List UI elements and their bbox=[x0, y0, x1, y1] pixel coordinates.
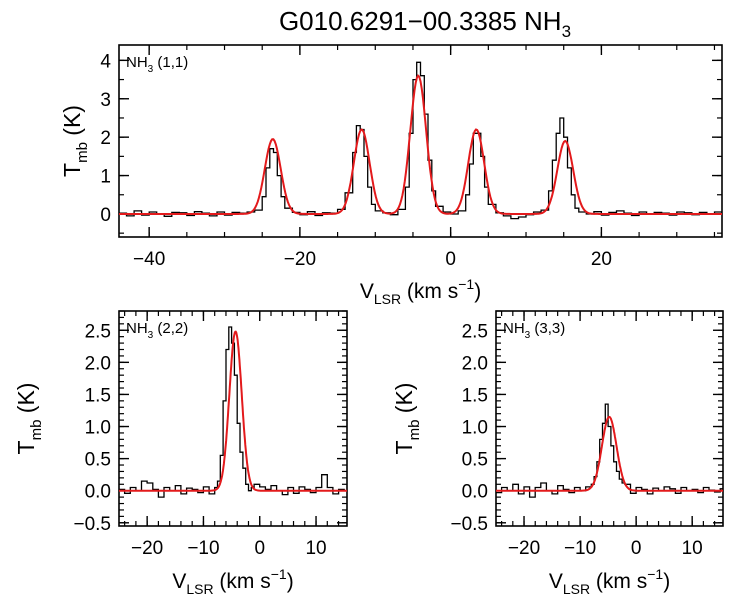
figure-title-sub: 3 bbox=[562, 22, 571, 41]
y-tick-label: 2.5 bbox=[462, 321, 488, 342]
x-axis-label: VLSR (km s−1) bbox=[549, 566, 670, 597]
y-tick-label: 1.0 bbox=[85, 418, 111, 439]
x-tick-label: 0 bbox=[631, 538, 642, 559]
y-tick-label: 2.5 bbox=[85, 321, 111, 342]
y-tick-label: 1.0 bbox=[462, 418, 488, 439]
gaussian-fit-curve bbox=[119, 74, 722, 215]
x-tick-label: −20 bbox=[131, 538, 163, 559]
y-tick-label: −0.5 bbox=[450, 514, 488, 535]
y-tick-label: 0.0 bbox=[462, 482, 488, 503]
panel-nh3-1-1: −40 −20 0 20 0 1 2 3 4 NH3 (1,1) Tmb (K) VLSR (km s… bbox=[59, 44, 723, 307]
y-tick-label: 2.0 bbox=[85, 353, 111, 374]
x-axis-label: VLSR (km s−1) bbox=[360, 276, 481, 307]
y-tick-label: 0 bbox=[100, 205, 111, 226]
y-axis-label: Tmb (K) bbox=[59, 105, 91, 177]
y-tick-label: 4 bbox=[100, 51, 111, 72]
y-tick-label: 0.0 bbox=[85, 482, 111, 503]
figure-title-main: G010.6291−00.3385 NH bbox=[279, 6, 562, 36]
y-tick-label: 0.5 bbox=[462, 450, 488, 471]
y-tick-label: 2 bbox=[100, 128, 111, 149]
y-tick-label: 1.5 bbox=[85, 385, 111, 406]
y-tick-label: 1 bbox=[100, 167, 111, 188]
y-tick-label: 2.0 bbox=[462, 353, 488, 374]
x-tick-label: 0 bbox=[445, 249, 456, 270]
gaussian-fit-curve bbox=[119, 330, 347, 492]
y-axis-label: Tmb (K) bbox=[391, 383, 423, 455]
transition-label: NH3 (2,2) bbox=[126, 320, 188, 341]
x-tick-label: −20 bbox=[508, 538, 540, 559]
plot-frame bbox=[495, 310, 724, 527]
y-tick-label: 3 bbox=[100, 90, 111, 111]
y-tick-label: −0.5 bbox=[73, 514, 111, 535]
figure-title: G010.6291−00.3385 NH3 bbox=[279, 6, 571, 41]
panel-nh3-2-2: −20 −10 0 10 −0.5 0.0 0.5 1.0 1.5 2.0 2.5 NH3 (2,2)… bbox=[13, 310, 348, 597]
transition-label: NH3 (1,1) bbox=[126, 54, 188, 75]
x-tick-label: −10 bbox=[187, 538, 219, 559]
y-tick-label: 1.5 bbox=[462, 385, 488, 406]
x-tick-label: 10 bbox=[682, 538, 703, 559]
plot-frame bbox=[118, 310, 348, 527]
transition-label: NH3 (3,3) bbox=[503, 320, 565, 341]
plot-frame bbox=[118, 44, 723, 238]
x-tick-label: −10 bbox=[564, 538, 596, 559]
x-tick-label: −20 bbox=[284, 249, 316, 270]
x-tick-label: 20 bbox=[591, 249, 612, 270]
x-tick-label: −40 bbox=[133, 249, 165, 270]
x-tick-label: 10 bbox=[305, 538, 326, 559]
observed-spectrum bbox=[119, 326, 347, 498]
panel-nh3-3-3: −20 −10 0 10 −0.5 0.0 0.5 1.0 1.5 2.0 2.5 NH3 (3,3)… bbox=[391, 310, 724, 597]
x-axis-label: VLSR (km s−1) bbox=[172, 566, 293, 597]
gaussian-fit-curve bbox=[496, 415, 723, 492]
y-axis-label: Tmb (K) bbox=[13, 383, 45, 455]
x-tick-label: 0 bbox=[254, 538, 265, 559]
y-tick-label: 0.5 bbox=[85, 450, 111, 471]
